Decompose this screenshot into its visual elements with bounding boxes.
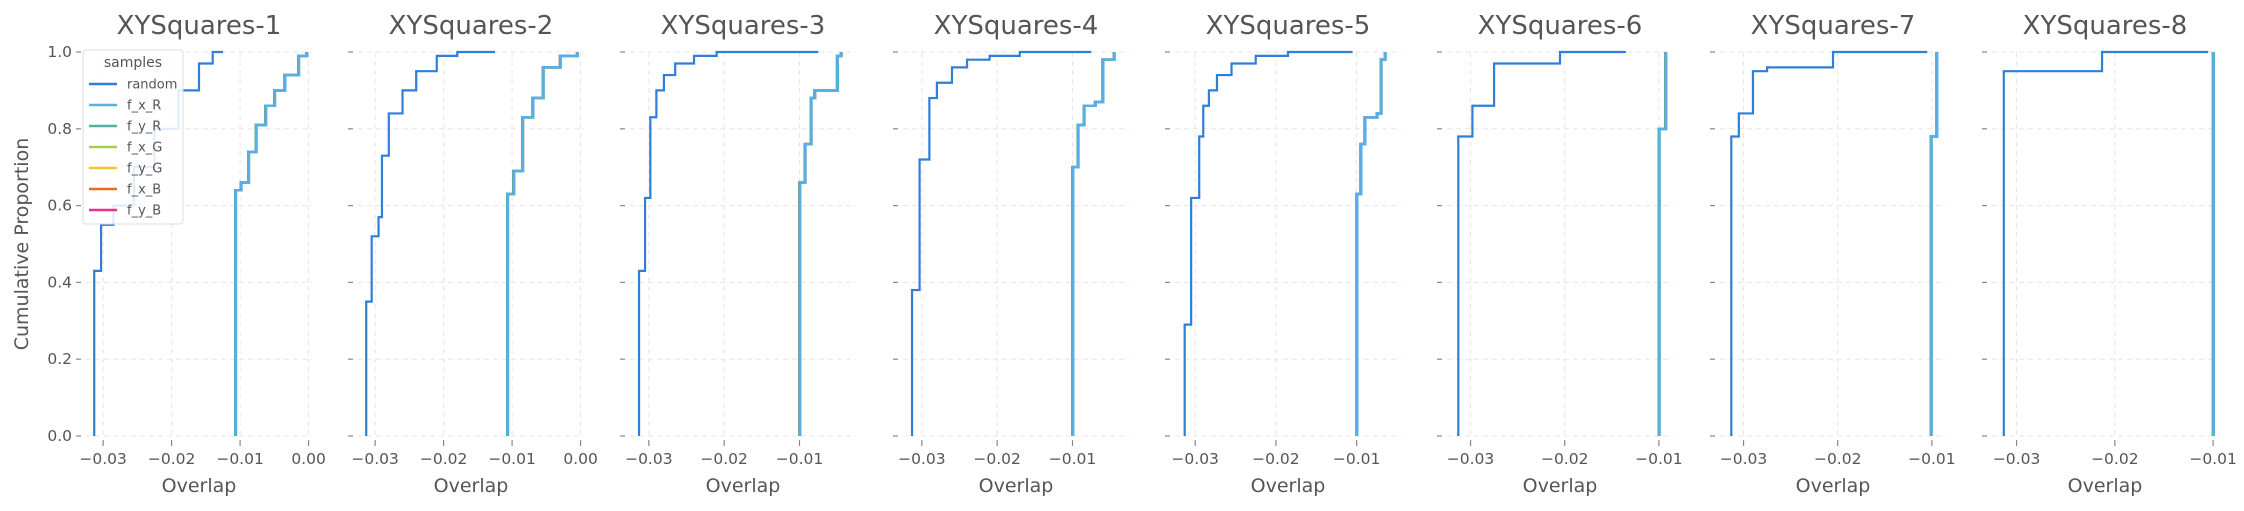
- series-line-f_x_R: [234, 52, 309, 436]
- series-line-f_x_B: [1071, 52, 1116, 436]
- x-axis-label: Overlap: [1796, 475, 1871, 497]
- legend-label-f_y_R: f_y_R: [127, 120, 161, 135]
- x-tick-label: −0.02: [973, 450, 1021, 468]
- legend-label-f_x_R: f_x_R: [127, 99, 161, 114]
- series-line-f_y_R: [505, 52, 579, 436]
- series-line-f_x_G: [506, 52, 579, 436]
- series-line-random: [910, 50, 1092, 436]
- series-line-f_x_R: [1658, 52, 1668, 436]
- x-tick-label: −0.01: [1635, 450, 1683, 468]
- y-axis-label: Cumulative Proportion: [11, 138, 33, 351]
- panel-title: XYSquares-3: [661, 11, 826, 41]
- legend-label-f_x_G: f_x_G: [127, 141, 162, 156]
- legend-label-random: random: [127, 78, 177, 93]
- x-tick-label: −0.02: [1252, 450, 1300, 468]
- series-line-f_x_R: [798, 52, 843, 436]
- x-axis-label: Overlap: [1251, 475, 1326, 497]
- x-tick-label: −0.01: [216, 450, 264, 468]
- series-line-f_x_G: [234, 52, 309, 436]
- x-tick-label: −0.02: [420, 450, 468, 468]
- series-line-f_y_G: [1071, 52, 1116, 436]
- x-tick-label: −0.01: [776, 450, 824, 468]
- series-line-f_y_B: [233, 52, 308, 436]
- series-line-f_x_R: [1930, 52, 1939, 436]
- x-tick-label: −0.03: [1171, 450, 1219, 468]
- x-tick-label: −0.01: [2189, 450, 2237, 468]
- panel-title: XYSquares-2: [389, 11, 554, 41]
- series-line-f_x_B: [798, 52, 843, 436]
- y-tick-label: 1.0: [47, 43, 72, 61]
- x-tick-label: −0.03: [625, 450, 673, 468]
- series-line-f_x_R: [506, 52, 580, 436]
- series-line-random: [1457, 50, 1626, 436]
- x-axis-label: Overlap: [434, 475, 509, 497]
- x-tick-label: −0.03: [898, 450, 946, 468]
- series-line-f_y_R: [1071, 52, 1116, 436]
- panel-title: XYSquares-5: [1206, 11, 1371, 41]
- x-tick-label: −0.03: [1447, 450, 1495, 468]
- series-line-f_y_B: [798, 52, 843, 436]
- x-axis-label: Overlap: [162, 475, 237, 497]
- series-line-f_y_B: [505, 52, 579, 436]
- legend-label-f_y_B: f_y_B: [127, 204, 161, 219]
- x-tick-label: −0.02: [700, 450, 748, 468]
- series-line-f_y_G: [506, 52, 579, 436]
- y-tick-label: 0.2: [47, 350, 72, 368]
- series-line-f_y_B: [1071, 52, 1116, 436]
- series-line-f_y_G: [234, 52, 309, 436]
- x-tick-label: −0.03: [79, 450, 127, 468]
- x-tick-label: −0.02: [1814, 450, 1862, 468]
- panel-title: XYSquares-1: [117, 11, 282, 41]
- x-axis-label: Overlap: [979, 475, 1054, 497]
- panel-title: XYSquares-7: [1751, 11, 1916, 41]
- x-tick-label: −0.01: [1049, 450, 1097, 468]
- x-tick-label: −0.01: [1908, 450, 1956, 468]
- x-tick-label: −0.02: [2091, 450, 2139, 468]
- x-tick-label: −0.03: [351, 450, 399, 468]
- series-line-f_x_G: [798, 52, 843, 436]
- x-axis-label: Overlap: [2068, 475, 2143, 497]
- x-tick-label: −0.02: [1541, 450, 1589, 468]
- series-line-f_y_G: [798, 52, 843, 436]
- x-tick-label: −0.03: [1720, 450, 1768, 468]
- x-tick-label: 0.00: [563, 450, 598, 468]
- panel-title: XYSquares-4: [934, 11, 1099, 41]
- x-tick-label: 0.00: [291, 450, 326, 468]
- series-line-f_x_R: [1071, 52, 1116, 436]
- x-axis-label: Overlap: [706, 475, 781, 497]
- y-tick-label: 0.6: [47, 197, 72, 215]
- x-axis-label: Overlap: [1523, 475, 1598, 497]
- legend-title: samples: [104, 55, 162, 71]
- y-tick-label: 0.0: [47, 427, 72, 445]
- series-line-f_x_R: [1355, 52, 1387, 436]
- series-line-f_x_B: [505, 52, 579, 436]
- series-line-random: [1183, 50, 1353, 436]
- series-line-random: [2002, 50, 2209, 436]
- legend-box: [82, 49, 184, 225]
- series-line-f_x_G: [1071, 52, 1116, 436]
- series-line-random: [637, 50, 819, 436]
- y-tick-label: 0.8: [47, 120, 72, 138]
- x-tick-label: −0.03: [1993, 450, 2041, 468]
- series-line-random: [365, 50, 495, 436]
- series-line-f_y_R: [798, 52, 843, 436]
- legend-label-f_x_B: f_x_B: [127, 183, 161, 198]
- series-line-f_y_R: [233, 52, 308, 436]
- y-tick-label: 0.4: [47, 273, 72, 291]
- panel-title: XYSquares-8: [2023, 11, 2188, 41]
- legend-label-f_y_G: f_y_G: [127, 162, 162, 177]
- series-line-f_x_B: [233, 52, 308, 436]
- panel-title: XYSquares-6: [1478, 11, 1643, 41]
- x-tick-label: −0.01: [488, 450, 536, 468]
- x-tick-label: −0.02: [148, 450, 196, 468]
- series-line-random: [1730, 50, 1928, 436]
- x-tick-label: −0.01: [1333, 450, 1381, 468]
